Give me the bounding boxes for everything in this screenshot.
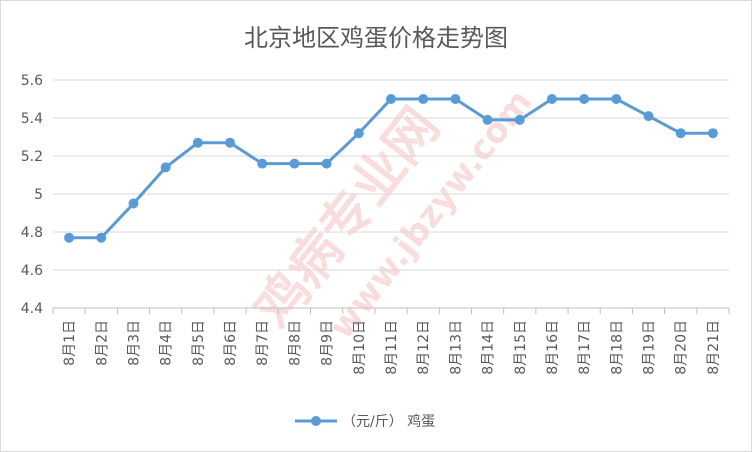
y-tick-label: 5.6 [21,73,43,89]
x-tick-label: 8月15日 [513,320,529,375]
legend-marker-swatch [311,416,321,426]
y-tick-label: 4.4 [21,301,43,317]
watermark: 鸡病专业网 www.jbzyw.com [244,82,540,346]
x-tick-label: 8月11日 [384,320,400,375]
x-tick-label: 8月12日 [416,320,432,375]
y-tick-label: 4.6 [21,263,43,279]
data-point [128,198,139,209]
x-axis: 8月1日 8月2日 8月3日 8月4日 8月5日 8月6日 8月7日 8月8日 8月9日 8月10… [52,308,730,375]
x-tick-label: 8月2日 [94,320,110,366]
x-tick-label: 8月5日 [191,320,207,366]
data-point [353,128,364,139]
x-tick-label: 8月8日 [287,320,303,366]
x-tick-label: 8月9日 [320,320,336,366]
x-tick-label: 8月17日 [577,320,593,375]
data-point [96,232,107,243]
x-tick-label: 8月14日 [481,320,497,375]
x-tick-label: 8月20日 [674,320,690,375]
x-tick-label: 8月21日 [706,320,722,375]
x-tick-label: 8月4日 [159,320,175,366]
y-tick-label: 4.8 [21,225,43,241]
y-axis-ticks: 4.4 4.6 4.8 5 5.2 5.4 5.6 [21,73,43,317]
chart-title: 北京地区鸡蛋价格走势图 [244,24,508,52]
x-tick-label: 8月6日 [223,320,239,366]
x-tick-label: 8月13日 [448,320,464,375]
data-point [514,114,525,125]
y-tick-label: 5.2 [21,149,43,165]
data-point [225,137,236,148]
x-tick-label: 8月18日 [609,320,625,375]
data-point [707,128,718,139]
x-tick-label: 8月10日 [352,320,368,375]
legend-label: （元/斤） 鸡蛋 [342,413,435,430]
y-tick-label: 5 [34,187,43,203]
data-point [579,94,590,104]
data-point [321,158,332,169]
data-point [418,94,429,104]
legend: （元/斤） 鸡蛋 [295,413,435,430]
x-tick-label: 8月7日 [255,320,271,366]
x-tick-label: 8月1日 [62,320,78,366]
data-point [64,232,75,243]
data-point [482,114,493,125]
series-layer [64,94,718,243]
gridlines [53,79,729,309]
data-point [257,158,268,169]
x-tick-label: 8月19日 [642,320,658,375]
y-tick-label: 5.4 [21,111,43,127]
x-tick-label: 8月16日 [545,320,561,375]
data-point [289,158,300,169]
data-point [386,94,396,104]
data-point [675,128,686,139]
data-point [546,94,557,104]
data-point [611,94,622,104]
data-point [643,111,654,122]
data-point [192,137,203,148]
data-point [450,94,461,104]
x-tick-label: 8月3日 [126,320,142,366]
data-point [160,162,171,173]
